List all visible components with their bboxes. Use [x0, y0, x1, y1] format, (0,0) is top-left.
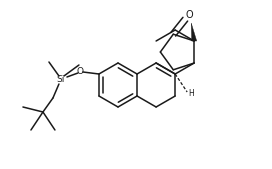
- Text: O: O: [186, 10, 193, 20]
- Text: Si: Si: [57, 76, 65, 84]
- Polygon shape: [191, 23, 197, 41]
- Text: H: H: [188, 90, 194, 99]
- Text: O: O: [76, 66, 84, 76]
